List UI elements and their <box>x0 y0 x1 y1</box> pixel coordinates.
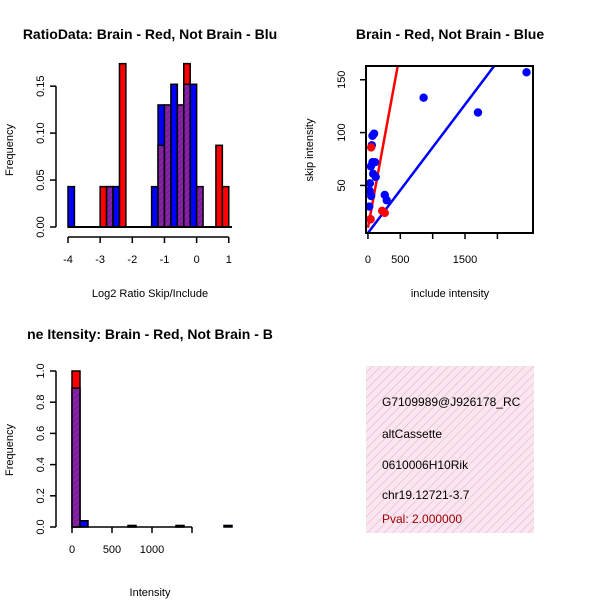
brain-point <box>366 215 375 224</box>
not-brain-bar <box>79 520 89 528</box>
p-value: Pval: 2.000000 <box>382 512 462 526</box>
not-brain-bar <box>223 524 233 528</box>
intensity-histogram-title: ne Itensity: Brain - Red, Not Brain - B <box>27 326 273 342</box>
not-brain-point <box>366 162 376 171</box>
scatter-plot-area: 0 500 1500 50 100 150 <box>336 65 534 266</box>
intensity-y-tick-label: 0.6 <box>35 426 47 441</box>
intensity-scatter-panel: Brain - Red, Not Brain - Blue 0 500 1500 50… <box>304 26 544 300</box>
ratio-y-tick-label: 0.05 <box>35 169 47 190</box>
brain-point <box>380 208 389 218</box>
scatter-data <box>366 66 531 233</box>
info-panel-background <box>366 366 534 533</box>
ratio-histogram-axes: -4 -3 -2 -1 0 1 0.00 0.05 0.10 0.15 <box>35 75 232 266</box>
overlap-bar <box>176 104 185 228</box>
not-brain-point <box>366 179 375 188</box>
overlap-bar <box>183 83 191 228</box>
intensity-histogram-panel: ne Itensity: Brain - Red, Not Brain - B … <box>4 326 273 599</box>
brain-fit-line <box>366 66 399 228</box>
intensity-y-tick-label: 0.8 <box>35 395 47 410</box>
gene-name: 0610006H10Rik <box>382 458 469 472</box>
overlap-bar <box>163 104 172 228</box>
overlap-bar <box>157 144 166 228</box>
intensity-x-tick-label: 1000 <box>140 544 164 556</box>
ratio-x-tick-label: -3 <box>95 254 105 266</box>
ratio-x-tick-label: -4 <box>63 254 73 266</box>
genomic-location: chr19.12721-3.7 <box>382 488 470 502</box>
intensity-histogram-xlabel: Intensity <box>130 587 171 599</box>
intensity-y-tick-label: 0.0 <box>35 519 47 534</box>
not-brain-bar <box>170 83 179 228</box>
scatter-title: Brain - Red, Not Brain - Blue <box>356 26 544 42</box>
not-brain-bar <box>112 185 121 228</box>
scatter-x-tick-label: 1500 <box>453 254 477 266</box>
scatter-y-tick-label: 150 <box>336 71 348 89</box>
ratio-y-tick-label: 0.00 <box>35 216 47 237</box>
ratio-x-tick-label: 0 <box>194 254 200 266</box>
not-brain-bar <box>67 185 76 228</box>
not-brain-point <box>366 191 376 201</box>
scatter-y-tick-label: 50 <box>336 179 348 191</box>
intensity-histogram-bars <box>71 370 233 528</box>
event-type: altCassette <box>382 427 442 441</box>
brain-point <box>366 143 376 152</box>
overlap-bar <box>71 387 81 528</box>
brain-bar <box>99 185 108 228</box>
scatter-x-tick-label: 0 <box>365 254 371 266</box>
scatter-x-tick-label: 500 <box>391 254 409 266</box>
ratio-y-tick-label: 0.15 <box>35 75 47 96</box>
intensity-y-tick-label: 1.0 <box>35 363 47 378</box>
scatter-ylabel: skip intensity <box>304 118 316 181</box>
info-panel: G7109989@J926178_RC altCassette 0610006H… <box>366 366 534 533</box>
brain-bar <box>215 144 224 228</box>
ratio-histogram-xlabel: Log2 Ratio Skip/Include <box>92 288 208 300</box>
ratio-histogram-title: RatioData: Brain - Red, Not Brain - Blu <box>23 26 277 42</box>
scatter-xlabel: include intensity <box>411 288 490 300</box>
not-brain-point <box>522 68 531 77</box>
not-brain-point <box>473 108 483 117</box>
intensity-y-tick-label: 0.2 <box>35 488 47 503</box>
not-brain-point <box>419 93 428 102</box>
event-id: G7109989@J926178_RC <box>382 395 521 409</box>
ratio-histogram-panel: RatioData: Brain - Red, Not Brain - Blu … <box>4 26 277 300</box>
not-brain-bar <box>150 185 159 228</box>
intensity-y-tick-label: 0.4 <box>35 457 47 472</box>
not-brain-point <box>368 131 377 140</box>
brain-bar <box>221 185 230 228</box>
ratio-histogram-bars <box>67 62 230 228</box>
intensity-x-tick-label: 0 <box>69 544 75 556</box>
intensity-x-tick-label: 500 <box>103 544 121 556</box>
not-brain-fit-line <box>366 66 496 233</box>
ratio-x-tick-label: -2 <box>127 254 137 266</box>
ratio-y-tick-label: 0.10 <box>35 122 47 143</box>
not-brain-point <box>371 172 380 182</box>
not-brain-point <box>366 202 374 211</box>
ratio-x-tick-label: -1 <box>160 254 170 266</box>
ratio-histogram-ylabel: Frequency <box>4 124 16 176</box>
scatter-y-tick-label: 100 <box>336 123 348 141</box>
intensity-histogram-ylabel: Frequency <box>4 424 16 476</box>
brain-bar <box>118 62 127 228</box>
not-brain-bar <box>189 83 198 228</box>
not-brain-point <box>382 196 391 205</box>
intensity-histogram-axes: 0 500 1000 0.0 0.2 0.4 0.6 0.8 1.0 <box>35 363 193 556</box>
overlap-bar <box>105 185 114 228</box>
overlap-bar <box>195 185 204 228</box>
ratio-x-tick-label: 1 <box>226 254 232 266</box>
scatter-frame <box>365 65 534 234</box>
